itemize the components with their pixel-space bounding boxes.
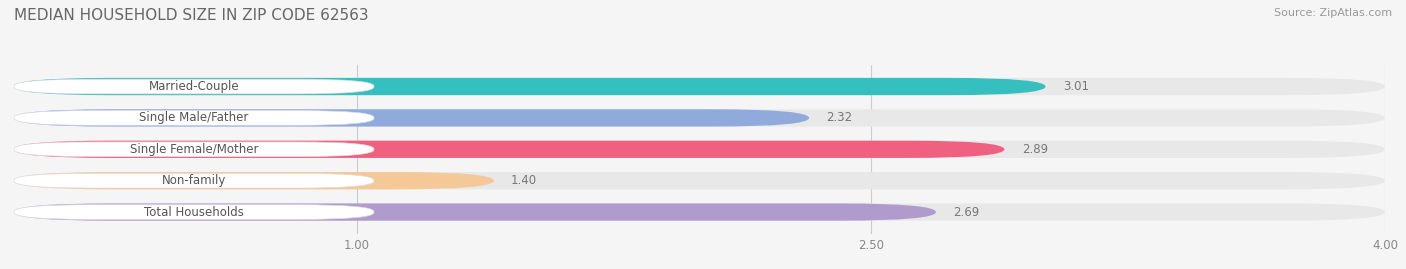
FancyBboxPatch shape (14, 78, 1385, 95)
FancyBboxPatch shape (14, 78, 1046, 95)
FancyBboxPatch shape (14, 111, 374, 125)
FancyBboxPatch shape (14, 203, 936, 221)
Text: 3.01: 3.01 (1063, 80, 1088, 93)
FancyBboxPatch shape (14, 109, 810, 126)
FancyBboxPatch shape (14, 79, 374, 94)
Text: 2.89: 2.89 (1022, 143, 1047, 156)
FancyBboxPatch shape (14, 141, 1385, 158)
FancyBboxPatch shape (14, 142, 374, 157)
Text: Single Male/Father: Single Male/Father (139, 111, 249, 124)
Text: Total Households: Total Households (143, 206, 243, 218)
FancyBboxPatch shape (14, 173, 374, 188)
FancyBboxPatch shape (14, 141, 1004, 158)
Text: 2.32: 2.32 (827, 111, 852, 124)
Text: 1.40: 1.40 (510, 174, 537, 187)
Text: MEDIAN HOUSEHOLD SIZE IN ZIP CODE 62563: MEDIAN HOUSEHOLD SIZE IN ZIP CODE 62563 (14, 8, 368, 23)
FancyBboxPatch shape (14, 172, 1385, 189)
FancyBboxPatch shape (14, 203, 1385, 221)
Text: 2.69: 2.69 (953, 206, 980, 218)
Text: Married-Couple: Married-Couple (149, 80, 239, 93)
Text: Single Female/Mother: Single Female/Mother (129, 143, 259, 156)
FancyBboxPatch shape (14, 172, 494, 189)
FancyBboxPatch shape (14, 109, 1385, 126)
FancyBboxPatch shape (14, 205, 374, 220)
Text: Non-family: Non-family (162, 174, 226, 187)
Text: Source: ZipAtlas.com: Source: ZipAtlas.com (1274, 8, 1392, 18)
